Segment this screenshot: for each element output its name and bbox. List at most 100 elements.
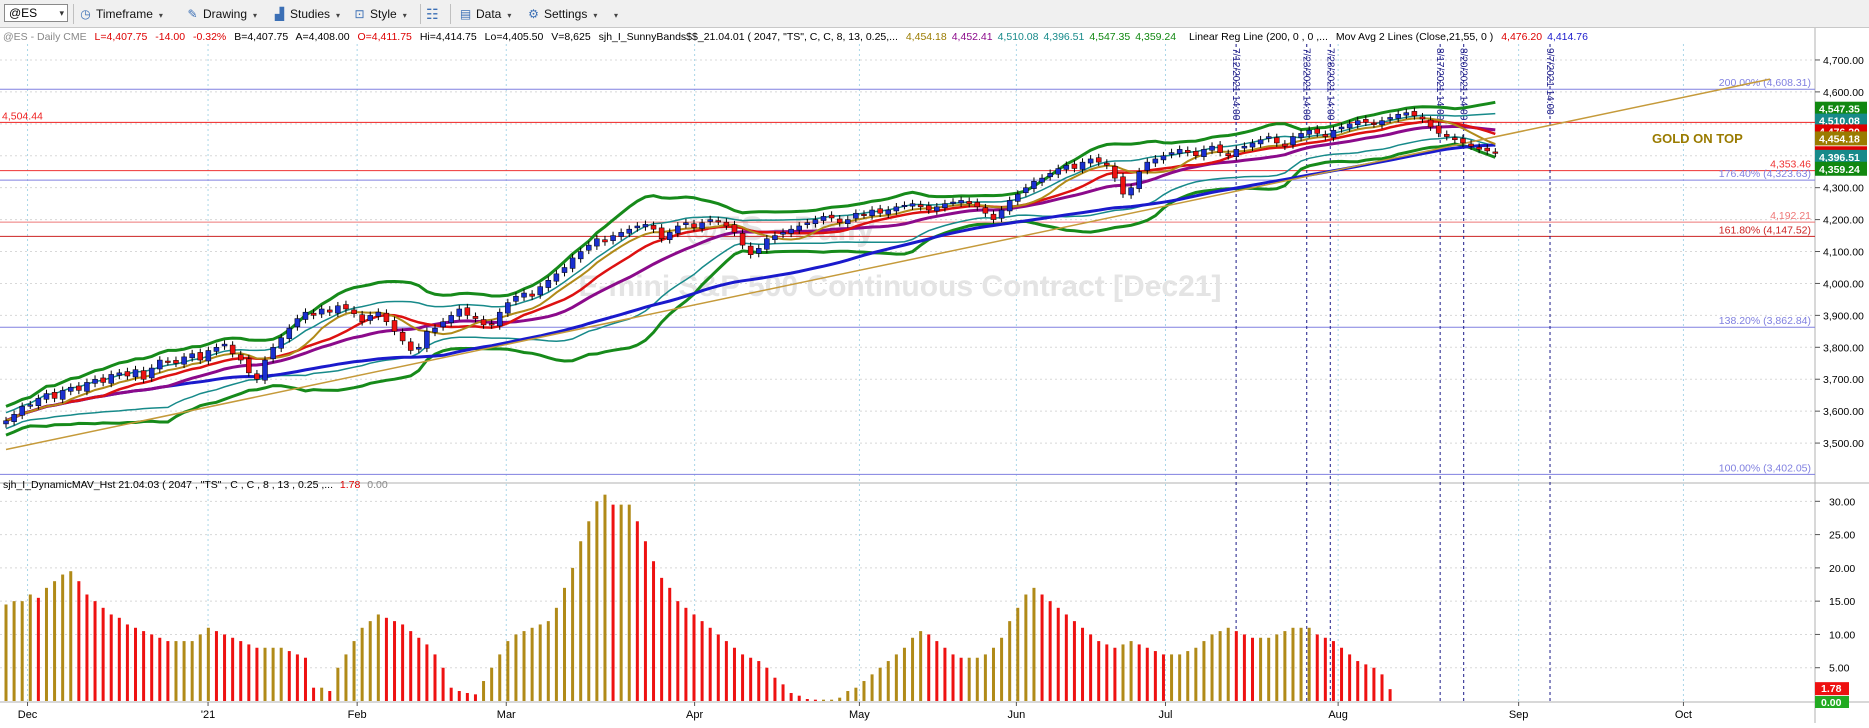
candle-body — [27, 404, 34, 407]
histogram-bar — [279, 647, 283, 701]
price-tick-label: 3,700.00 — [1823, 374, 1864, 386]
histogram-bar — [101, 607, 105, 701]
data-button[interactable]: ▤ Data ▾ — [458, 4, 512, 24]
gear-icon: ⚙ — [528, 7, 539, 21]
date-tick-label: Aug — [1328, 709, 1348, 721]
drawing-label: Drawing — [203, 7, 248, 21]
lower-tick-label: 20.00 — [1829, 563, 1855, 575]
candle-body — [1387, 117, 1393, 120]
candle-body — [1274, 137, 1280, 144]
histogram-bar — [4, 604, 8, 701]
style-button[interactable]: ⊡ Style ▾ — [352, 4, 406, 24]
histogram-bar — [441, 667, 445, 701]
candle-body — [594, 238, 600, 247]
candle-body — [1201, 149, 1207, 157]
candle-body — [820, 216, 827, 221]
toolbar-divider — [73, 4, 74, 24]
histogram-bar — [417, 637, 421, 701]
candle-body — [699, 222, 705, 229]
lower-tick-label: 25.00 — [1829, 530, 1855, 542]
level-label-3: 176.40% (4,323.63) — [1719, 168, 1811, 180]
candle-body — [1006, 200, 1013, 212]
histogram-bar — [1186, 651, 1190, 701]
histogram-bar — [1032, 587, 1036, 701]
histogram-bar — [554, 607, 558, 701]
histogram-bar — [465, 693, 469, 701]
candle-body — [772, 235, 778, 240]
settings-button[interactable]: ⚙ Settings ▾ — [526, 4, 597, 24]
chevron-down-icon: ▾ — [507, 11, 512, 20]
layout-icon[interactable]: ☷ — [426, 6, 439, 22]
histogram-bar — [303, 657, 307, 701]
histogram-bar — [562, 587, 566, 701]
toolbar-overflow[interactable]: ▾ — [608, 4, 618, 24]
candle-body — [1128, 187, 1134, 196]
candle-body — [1290, 136, 1296, 146]
histogram-bar — [93, 601, 97, 701]
candle-body — [618, 232, 624, 237]
candle-body — [213, 347, 220, 352]
histogram-bar — [61, 574, 65, 701]
candle-body — [1306, 129, 1312, 135]
histogram-bar — [239, 641, 243, 701]
candle-body — [84, 382, 90, 392]
candle-body — [1087, 158, 1094, 164]
histogram-bar — [894, 654, 898, 701]
histogram-bar — [975, 657, 979, 701]
open-price: O=4,411.75 — [357, 31, 412, 43]
histogram-bar — [1380, 674, 1384, 701]
symbol-input[interactable]: @ES ▾ — [4, 4, 68, 22]
histogram-bar — [854, 687, 858, 701]
histogram-bar — [1372, 667, 1376, 701]
candle-body — [1071, 163, 1078, 169]
candle-body — [359, 314, 365, 323]
price-tick-label: 3,600.00 — [1823, 406, 1864, 418]
study-movavg-label: Mov Avg 2 Lines (Close,21,55, 0 ) — [1335, 31, 1494, 43]
candle-body — [1136, 171, 1142, 189]
histogram-bar — [1364, 664, 1368, 701]
candle-body — [432, 327, 438, 333]
price-tick-label: 3,800.00 — [1823, 342, 1864, 354]
study-sunnybands-label: sjh_I_SunnyBands$$_21.04.01 ( 2047, "TS"… — [598, 31, 898, 43]
histogram-bar — [1016, 607, 1020, 701]
candle-body — [367, 315, 373, 321]
histogram-bar — [862, 681, 866, 701]
histogram-bar — [69, 571, 73, 701]
ma-gold-line — [5, 117, 1496, 422]
histogram-bar — [223, 634, 227, 701]
candle-body — [221, 343, 228, 347]
histogram-bar — [214, 631, 218, 701]
candle-body — [480, 319, 487, 326]
chevron-down-icon[interactable]: ▾ — [59, 8, 64, 18]
study-movavg-values: 4,476.20 4,414.76 — [1501, 31, 1593, 43]
candle-body — [100, 377, 106, 383]
drawing-button[interactable]: ✎ Drawing ▾ — [185, 4, 257, 24]
studies-label: Studies — [290, 7, 331, 21]
histogram-bar — [142, 631, 146, 701]
candle-body — [1120, 176, 1126, 195]
band-inner-upper — [5, 112, 1496, 414]
candle-body — [869, 209, 875, 217]
date-tick-label: Feb — [348, 709, 367, 721]
chevron-down-icon: ▾ — [593, 11, 598, 20]
lower-tick-label: 10.00 — [1829, 629, 1855, 641]
histogram-bar — [684, 607, 688, 701]
candle-body — [456, 308, 463, 317]
study-sunnybands-values: 4,454.18 4,452.41 4,510.08 4,396.51 4,547.35… — [906, 31, 1181, 43]
candle-body — [958, 200, 964, 204]
studies-button[interactable]: ▟ Studies ▾ — [272, 4, 340, 24]
histogram-bar — [732, 647, 736, 701]
histogram-bar — [1000, 637, 1004, 701]
timeframe-button[interactable]: ◷ Timeframe ▾ — [78, 4, 163, 24]
candle-body — [1233, 149, 1240, 157]
candle-body — [1023, 187, 1029, 194]
candle-body — [1225, 153, 1231, 156]
candle-body — [1217, 144, 1223, 153]
candle-body — [246, 358, 252, 374]
candle-body — [157, 359, 163, 370]
candle-body — [488, 323, 495, 326]
candle-body — [76, 385, 82, 391]
histogram-bar — [1056, 607, 1060, 701]
candle-body — [197, 352, 204, 361]
